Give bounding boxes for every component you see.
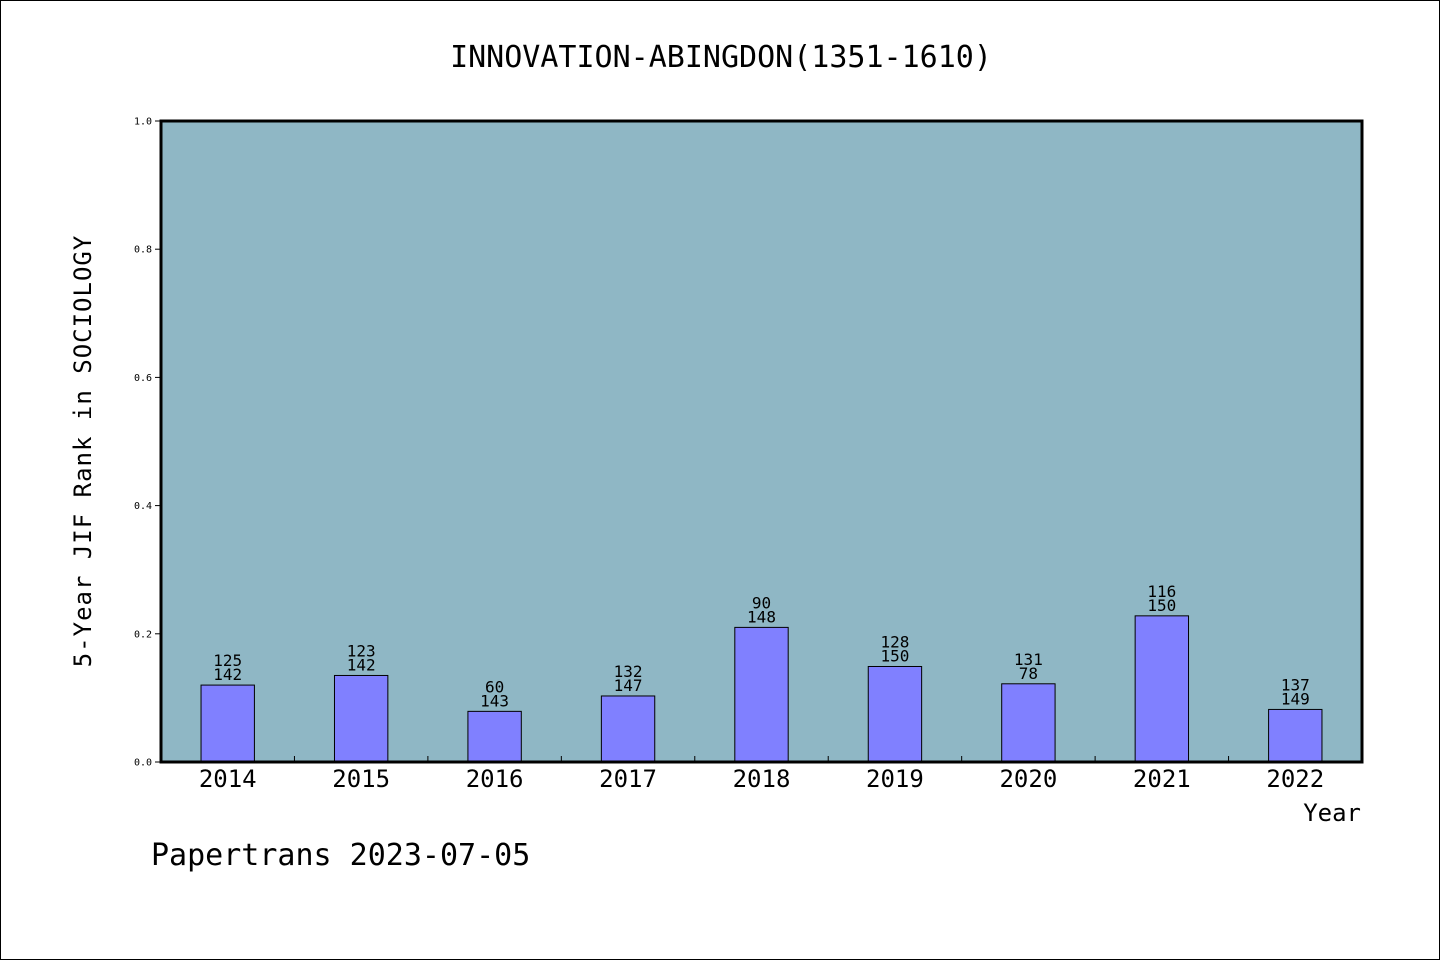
x-tick-label: 2018 — [733, 765, 791, 793]
footer-text: Papertrans 2023-07-05 — [151, 838, 530, 873]
x-axis: 2014 2015 2016 2017 2018 2019 2020 2021 2022 — [199, 756, 1324, 793]
bar-label-top: 131 — [1014, 650, 1043, 669]
y-tick-label: 1.0 — [134, 117, 152, 128]
bar-label-top: 137 — [1281, 675, 1310, 694]
x-tick-label: 2016 — [466, 765, 524, 793]
bar-2019 — [867, 665, 923, 763]
bar-label-top: 132 — [614, 662, 643, 681]
bar-label-bottom: 142 — [347, 655, 376, 674]
bar-2018 — [734, 626, 789, 763]
bar-label-bottom: 148 — [747, 607, 776, 626]
bar-2017 — [600, 695, 656, 763]
plot-border — [159, 119, 1364, 764]
bar-2021 — [1134, 615, 1190, 763]
y-tick-label: 0.6 — [134, 373, 152, 384]
x-tick-label: 2014 — [199, 765, 257, 793]
bar-label-top: 128 — [880, 632, 909, 651]
bar-label-bottom: 150 — [1147, 596, 1176, 615]
x-tick-label: 2017 — [599, 765, 657, 793]
x-tick-label: 2022 — [1266, 765, 1324, 793]
bar-label-bottom: 149 — [1281, 689, 1310, 708]
x-tick-label: 2019 — [866, 765, 924, 793]
bar-label-top: 90 — [752, 593, 771, 612]
bar-label-top: 123 — [347, 641, 376, 660]
y-tick-label: 0.2 — [134, 629, 152, 640]
bar-label-top: 60 — [485, 677, 504, 696]
x-tick-label: 2020 — [999, 765, 1057, 793]
y-axis-label: 5-Year JIF Rank in SOCIOLOGY — [69, 235, 97, 668]
bar-label-bottom: 147 — [614, 676, 643, 695]
y-tick-label: 0.4 — [134, 501, 152, 512]
x-tick-label: 2021 — [1133, 765, 1191, 793]
bar-label-top: 125 — [213, 651, 242, 670]
bar-label-bottom: 142 — [213, 665, 242, 684]
x-tick-label: 2015 — [332, 765, 390, 793]
bar-label-bottom: 78 — [1019, 664, 1038, 683]
chart-title: INNOVATION-ABINGDON(1351-1610) — [450, 40, 992, 75]
bar-2022 — [1268, 708, 1323, 763]
bar-label-bottom: 143 — [480, 691, 509, 710]
x-axis-label: Year — [1303, 799, 1361, 827]
y-axis: 0.0 0.2 0.4 0.6 0.8 1.0 — [134, 117, 161, 769]
bar-label-bottom: 150 — [880, 646, 909, 665]
y-tick-label: 0.0 — [134, 758, 152, 769]
bar-label-top: 116 — [1147, 582, 1176, 601]
bar-2016 — [467, 710, 522, 763]
bar-2015 — [333, 674, 389, 763]
bar-2020 — [1001, 683, 1056, 763]
bar-2014 — [200, 684, 255, 763]
y-tick-label: 0.8 — [134, 245, 152, 256]
